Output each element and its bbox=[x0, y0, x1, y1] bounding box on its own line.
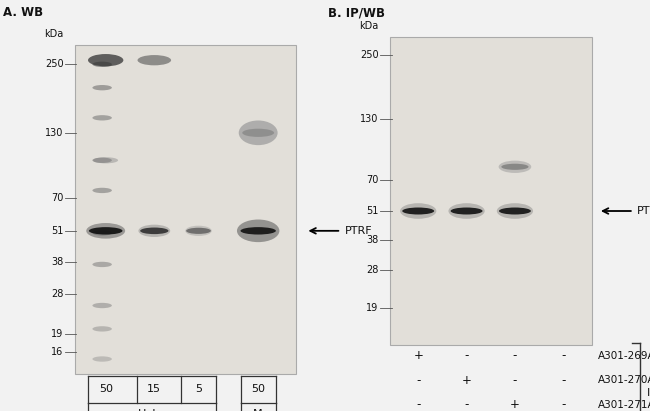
Text: 19: 19 bbox=[367, 303, 378, 313]
Ellipse shape bbox=[499, 161, 531, 173]
Text: A301-269A: A301-269A bbox=[598, 351, 650, 360]
Ellipse shape bbox=[138, 55, 171, 65]
Text: 16: 16 bbox=[51, 347, 64, 357]
Text: 38: 38 bbox=[367, 235, 378, 245]
Text: -: - bbox=[416, 374, 421, 387]
Ellipse shape bbox=[92, 188, 112, 193]
Text: HeLa: HeLa bbox=[138, 409, 166, 411]
Ellipse shape bbox=[186, 228, 211, 234]
Ellipse shape bbox=[92, 326, 112, 332]
Bar bbox=[390, 37, 592, 345]
Text: A. WB: A. WB bbox=[3, 6, 44, 19]
Ellipse shape bbox=[92, 230, 112, 236]
Ellipse shape bbox=[400, 203, 436, 219]
Text: -: - bbox=[513, 349, 517, 362]
Text: -: - bbox=[416, 398, 421, 411]
Text: 15: 15 bbox=[148, 384, 161, 395]
Text: A301-271A: A301-271A bbox=[598, 400, 650, 410]
Ellipse shape bbox=[92, 262, 112, 267]
Text: A301-270A: A301-270A bbox=[598, 375, 650, 385]
Text: B. IP/WB: B. IP/WB bbox=[328, 6, 385, 19]
Text: 250: 250 bbox=[45, 59, 64, 69]
Ellipse shape bbox=[237, 219, 280, 242]
Ellipse shape bbox=[140, 228, 168, 234]
Text: 28: 28 bbox=[51, 289, 64, 299]
Text: 28: 28 bbox=[366, 265, 378, 275]
Text: 19: 19 bbox=[51, 329, 64, 339]
Text: kDa: kDa bbox=[359, 21, 378, 31]
Text: IP: IP bbox=[647, 388, 650, 397]
Ellipse shape bbox=[501, 164, 528, 170]
Text: -: - bbox=[464, 398, 469, 411]
Ellipse shape bbox=[94, 157, 118, 164]
Text: 50: 50 bbox=[99, 384, 112, 395]
Text: M: M bbox=[254, 409, 263, 411]
Ellipse shape bbox=[88, 54, 124, 66]
Text: 5: 5 bbox=[195, 384, 202, 395]
Ellipse shape bbox=[138, 225, 170, 237]
Ellipse shape bbox=[92, 62, 112, 67]
Text: 130: 130 bbox=[45, 128, 64, 138]
Text: PTRF: PTRF bbox=[637, 206, 650, 216]
Ellipse shape bbox=[239, 120, 278, 145]
Text: PTRF: PTRF bbox=[344, 226, 372, 236]
Bar bbox=[75, 45, 296, 374]
Text: +: + bbox=[510, 398, 520, 411]
Text: 51: 51 bbox=[51, 226, 64, 236]
Ellipse shape bbox=[242, 129, 274, 137]
Text: -: - bbox=[561, 374, 566, 387]
Ellipse shape bbox=[240, 227, 276, 235]
Ellipse shape bbox=[402, 208, 434, 215]
Text: -: - bbox=[464, 349, 469, 362]
Ellipse shape bbox=[185, 226, 212, 236]
Text: kDa: kDa bbox=[44, 29, 64, 39]
Text: 250: 250 bbox=[360, 50, 378, 60]
Ellipse shape bbox=[86, 223, 125, 239]
Text: -: - bbox=[561, 349, 566, 362]
Text: +: + bbox=[413, 349, 423, 362]
Ellipse shape bbox=[450, 208, 482, 215]
Text: 38: 38 bbox=[51, 256, 64, 267]
Ellipse shape bbox=[499, 208, 531, 215]
Ellipse shape bbox=[497, 203, 533, 219]
Ellipse shape bbox=[89, 227, 122, 235]
Text: 70: 70 bbox=[366, 175, 378, 185]
Text: 51: 51 bbox=[366, 206, 378, 216]
Ellipse shape bbox=[92, 115, 112, 120]
Text: 130: 130 bbox=[360, 114, 378, 124]
Ellipse shape bbox=[92, 356, 112, 362]
Text: 70: 70 bbox=[51, 193, 64, 203]
Text: -: - bbox=[561, 398, 566, 411]
Text: 50: 50 bbox=[251, 384, 265, 395]
Ellipse shape bbox=[448, 203, 485, 219]
Ellipse shape bbox=[92, 158, 112, 163]
Text: +: + bbox=[462, 374, 471, 387]
Ellipse shape bbox=[92, 303, 112, 308]
Ellipse shape bbox=[92, 85, 112, 90]
Text: -: - bbox=[513, 374, 517, 387]
